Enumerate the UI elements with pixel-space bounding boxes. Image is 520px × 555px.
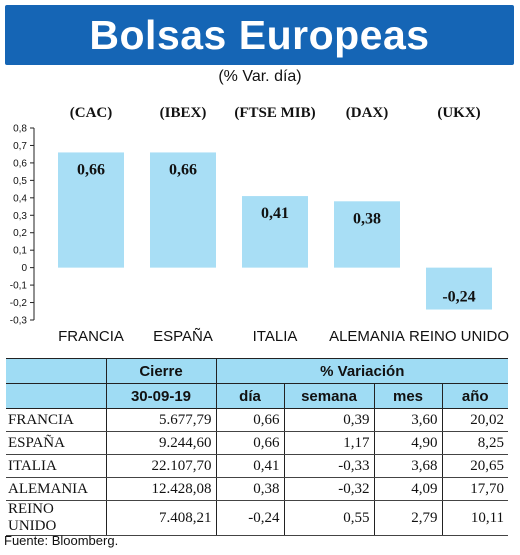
y-tick-label: 0 bbox=[21, 263, 27, 274]
data-table-container: Cierre % Variación 30-09-19 día semana m… bbox=[6, 358, 509, 536]
y-tick-label: 0,1 bbox=[13, 246, 27, 257]
y-tick-label: 0,4 bbox=[13, 193, 27, 204]
table-cell-value: 4,90 bbox=[373, 431, 443, 455]
bar bbox=[242, 196, 308, 268]
table-cell-value: 0,38 bbox=[215, 477, 285, 501]
table-cell-value: -0,32 bbox=[283, 477, 375, 501]
table-header-blank bbox=[6, 383, 107, 409]
data-label: 0,41 bbox=[261, 205, 289, 222]
table-row: ITALIA 22.107,70 0,41 -0,33 3,68 20,65 bbox=[6, 454, 509, 478]
table-cell-value: 22.107,70 bbox=[105, 454, 217, 478]
category-label: REINO UNIDO bbox=[409, 328, 509, 345]
table-header-variacion: % Variación bbox=[215, 358, 509, 384]
table-cell-country: REINO UNIDO bbox=[6, 500, 107, 536]
index-label: (DAX) bbox=[346, 105, 389, 121]
table-cell-value: 3,60 bbox=[373, 408, 443, 432]
table-cell-value: -0,24 bbox=[215, 500, 285, 536]
table-cell-value: 0,66 bbox=[215, 431, 285, 455]
y-tick-label: 0,8 bbox=[13, 124, 27, 135]
table-cell-value: 9.244,60 bbox=[105, 431, 217, 455]
table-cell-value: 20,65 bbox=[441, 454, 509, 478]
title-banner: Bolsas Europeas bbox=[5, 5, 514, 65]
table-cell-value: 3,68 bbox=[373, 454, 443, 478]
table-cell-value: 20,02 bbox=[441, 408, 509, 432]
table-cell-value: -0,33 bbox=[283, 454, 375, 478]
y-tick-label: -0,3 bbox=[10, 316, 28, 327]
index-label: (CAC) bbox=[70, 105, 113, 121]
table-header-row: 30-09-19 día semana mes año bbox=[6, 383, 509, 409]
category-label: FRANCIA bbox=[58, 328, 124, 345]
source-note: Fuente: Bloomberg. bbox=[4, 533, 119, 548]
table-header-cierre: Cierre bbox=[105, 358, 217, 384]
table-cell-country: FRANCIA bbox=[6, 408, 107, 432]
table-header-date: 30-09-19 bbox=[105, 383, 217, 409]
table-cell-value: 4,09 bbox=[373, 477, 443, 501]
table-cell-country: ESPAÑA bbox=[6, 431, 107, 455]
index-label: (IBEX) bbox=[160, 105, 207, 121]
chart-title: Bolsas Europeas bbox=[89, 12, 430, 58]
table-cell-value: 1,17 bbox=[283, 431, 375, 455]
table-cell-country: ITALIA bbox=[6, 454, 107, 478]
table-cell-value: 0,66 bbox=[215, 408, 285, 432]
table-cell-value: 12.428,08 bbox=[105, 477, 217, 501]
table-header-ano: año bbox=[441, 383, 509, 409]
table-cell-value: 0,55 bbox=[283, 500, 375, 536]
data-label: -0,24 bbox=[442, 289, 475, 306]
y-tick-label: 0,3 bbox=[13, 211, 27, 222]
bar-chart: 0,8 0,7 0,6 0,5 0,4 0,3 0,2 0,1 0 -0,1 -0,2 -0,3 (CA… bbox=[10, 105, 509, 345]
y-tick-label: 0,5 bbox=[13, 176, 27, 187]
table-row: FRANCIA 5.677,79 0,66 0,39 3,60 20,02 bbox=[6, 408, 509, 432]
table-cell-value: 0,41 bbox=[215, 454, 285, 478]
table-header-group-row: Cierre % Variación bbox=[6, 358, 509, 384]
table-cell-value: 8,25 bbox=[441, 431, 509, 455]
table-header-semana: semana bbox=[283, 383, 375, 409]
y-tick-label: -0,1 bbox=[10, 281, 28, 292]
table-cell-value: 5.677,79 bbox=[105, 408, 217, 432]
table-row: ESPAÑA 9.244,60 0,66 1,17 4,90 8,25 bbox=[6, 431, 509, 455]
index-label: (FTSE MIB) bbox=[234, 105, 315, 121]
data-label: 0,38 bbox=[353, 210, 381, 227]
table-cell-value: 2,79 bbox=[373, 500, 443, 536]
bar bbox=[150, 152, 216, 268]
data-label: 0,66 bbox=[169, 161, 197, 178]
data-table: Cierre % Variación 30-09-19 día semana m… bbox=[6, 358, 509, 536]
table-header-dia: día bbox=[215, 383, 285, 409]
table-header-mes: mes bbox=[373, 383, 443, 409]
bar bbox=[58, 152, 124, 268]
category-label: ITALIA bbox=[253, 328, 298, 345]
y-tick-label: 0,2 bbox=[13, 228, 27, 239]
y-tick-label: -0,2 bbox=[10, 298, 28, 309]
table-cell-country: ALEMANIA bbox=[6, 477, 107, 501]
data-label: 0,66 bbox=[77, 161, 105, 178]
table-cell-value: 10,11 bbox=[441, 500, 509, 536]
table-row: REINO UNIDO 7.408,21 -0,24 0,55 2,79 10,11 bbox=[6, 500, 509, 536]
table-row: ALEMANIA 12.428,08 0,38 -0,32 4,09 17,70 bbox=[6, 477, 509, 501]
chart-subtitle: (% Var. día) bbox=[218, 68, 302, 85]
bar bbox=[334, 201, 400, 268]
bar bbox=[426, 267, 492, 310]
table-header-blank bbox=[6, 358, 107, 384]
category-label: ALEMANIA bbox=[329, 328, 405, 345]
table-cell-value: 7.408,21 bbox=[105, 500, 217, 536]
category-label: ESPAÑA bbox=[153, 328, 213, 345]
y-tick-label: 0,7 bbox=[13, 141, 27, 152]
index-label: (UKX) bbox=[437, 105, 480, 121]
table-cell-value: 17,70 bbox=[441, 477, 509, 501]
y-tick-label: 0,6 bbox=[13, 158, 27, 169]
table-cell-value: 0,39 bbox=[283, 408, 375, 432]
